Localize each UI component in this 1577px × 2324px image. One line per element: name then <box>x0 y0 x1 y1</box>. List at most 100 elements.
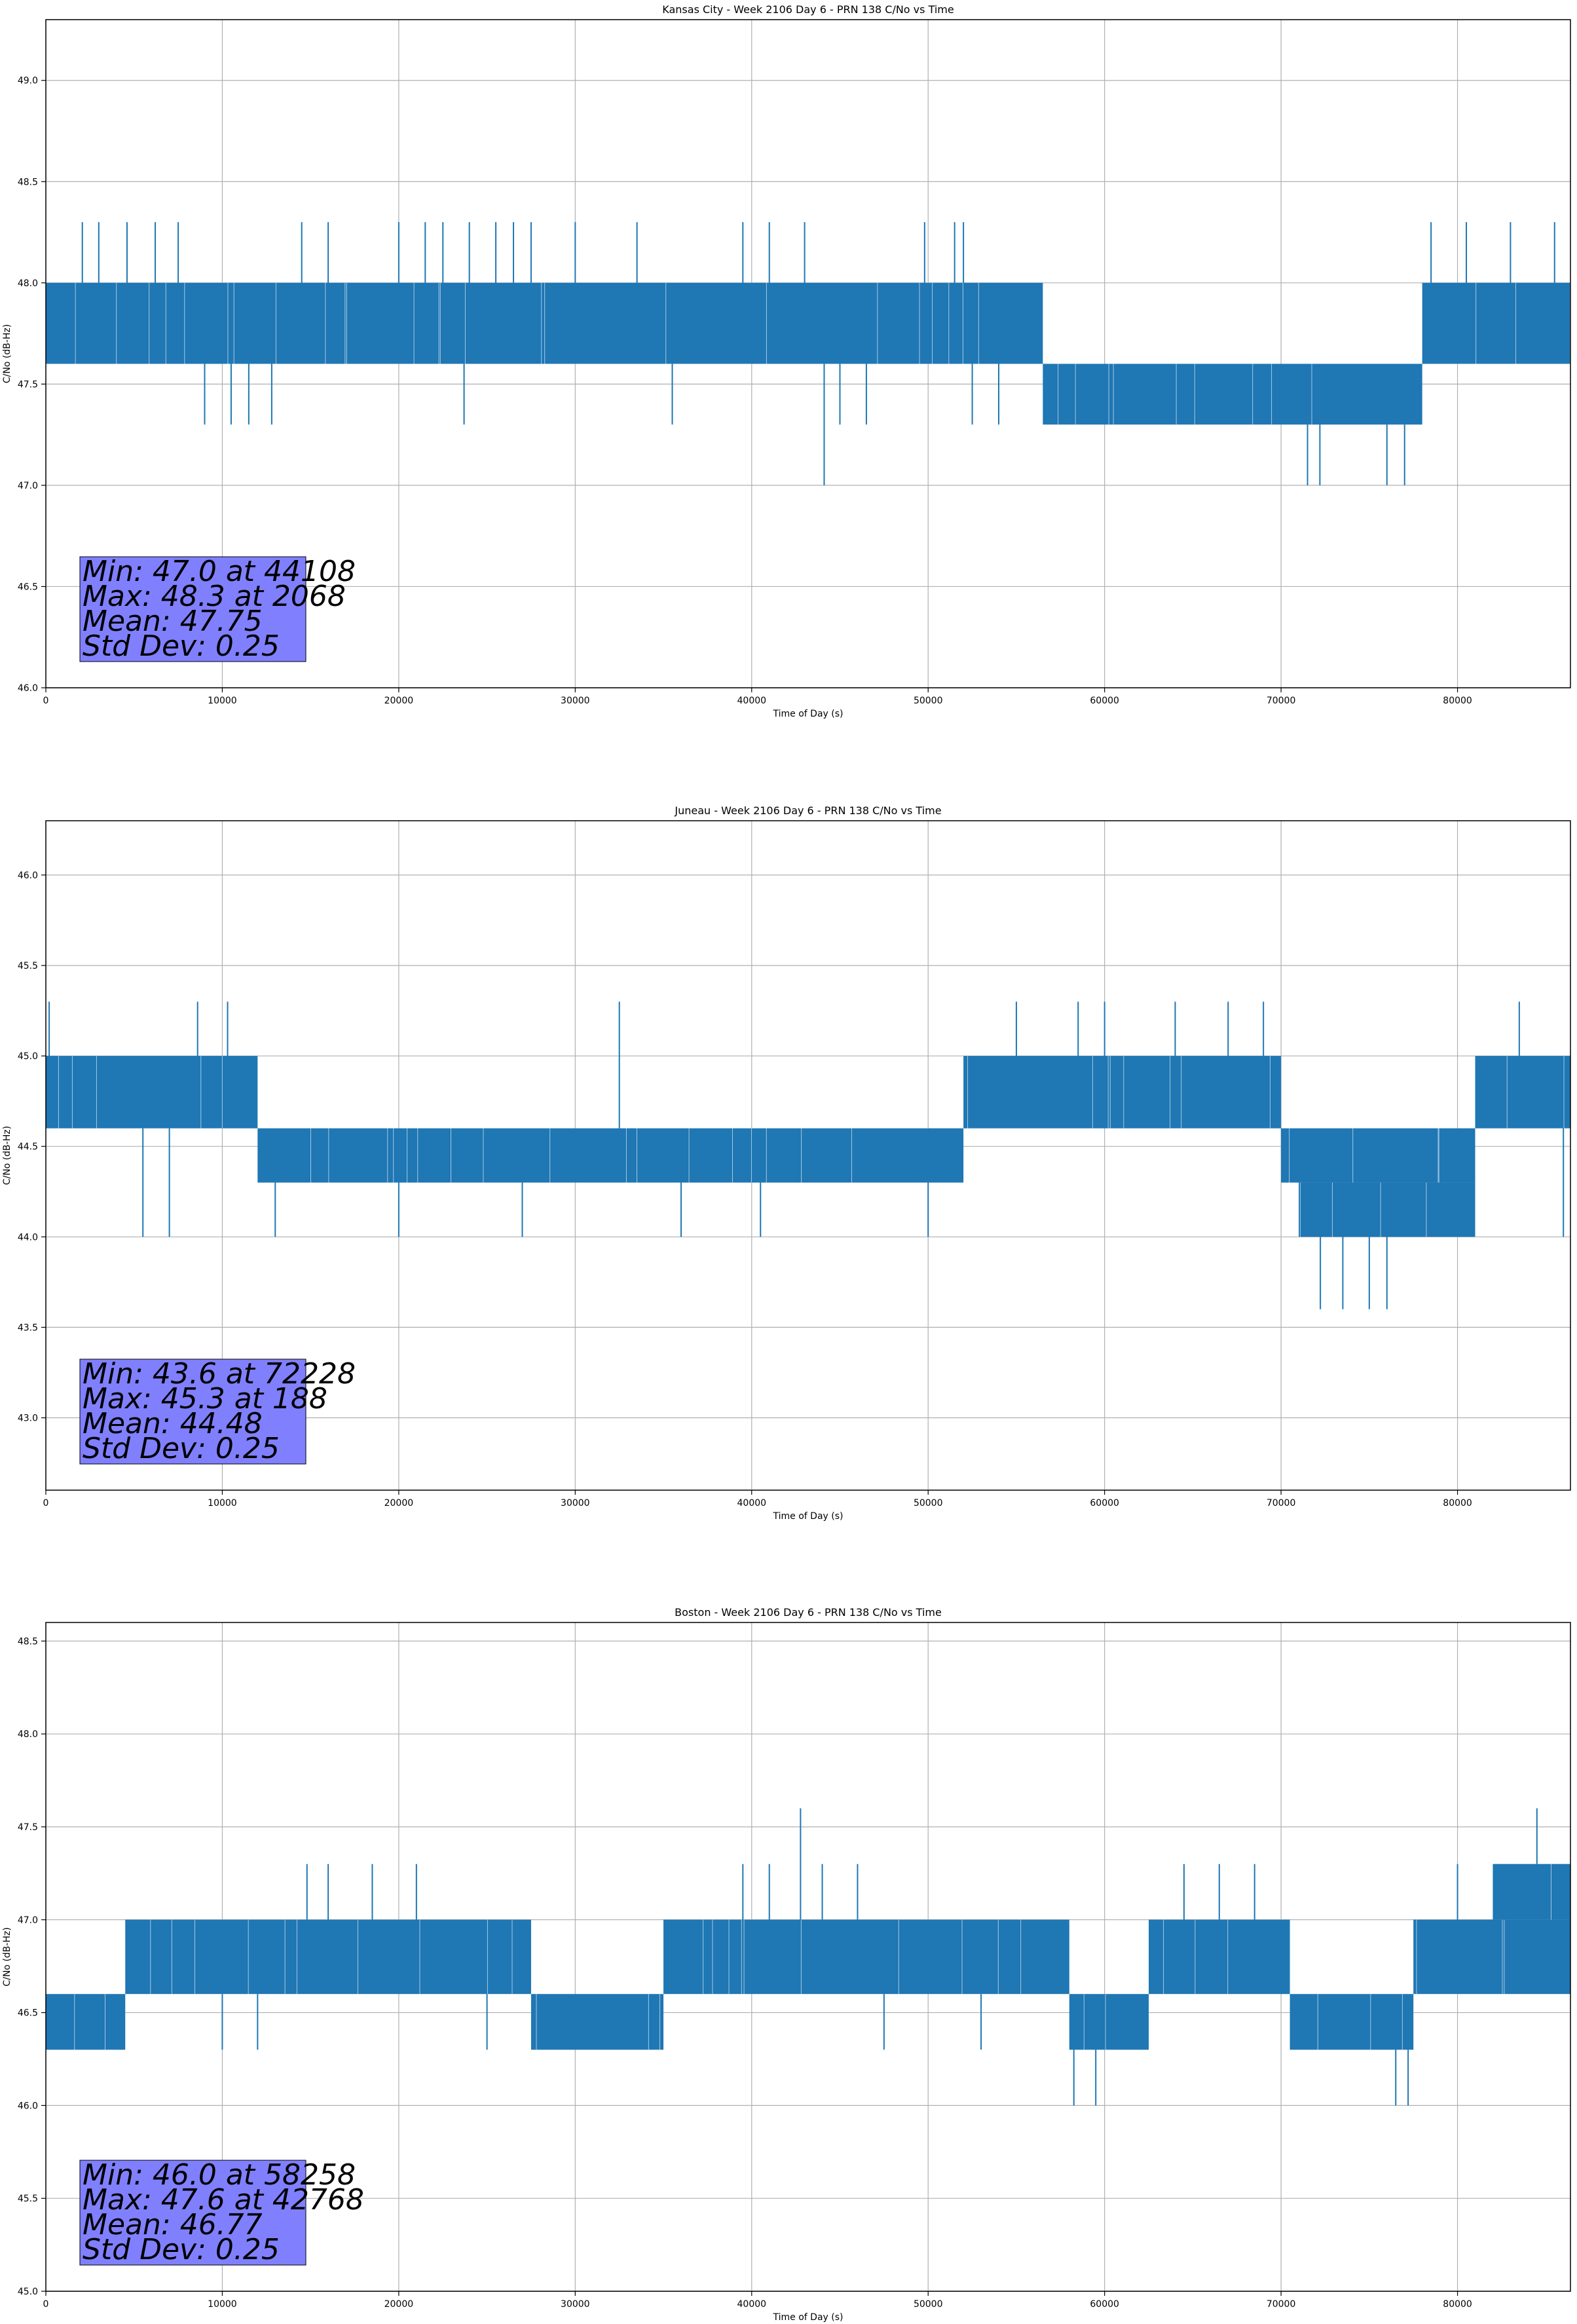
data-band <box>530 1994 664 2050</box>
data-band <box>963 1056 1282 1129</box>
y-axis-label: C/No (dB-Hz) <box>2 1126 12 1185</box>
y-tick-label: 44.0 <box>18 1232 38 1243</box>
data-band <box>46 1994 126 2050</box>
x-axis-label: Time of Day (s) <box>773 2312 844 2323</box>
plot-frame <box>45 19 1571 688</box>
x-tick-label: 50000 <box>914 1498 943 1509</box>
x-tick-label: 30000 <box>561 1498 590 1509</box>
x-tick-label: 70000 <box>1267 696 1296 706</box>
x-tick-label: 70000 <box>1267 2299 1296 2310</box>
y-tick-label: 46.5 <box>18 2008 38 2019</box>
y-tick-label: 45.5 <box>18 961 38 971</box>
data-band <box>125 1919 531 1995</box>
x-tick-label: 40000 <box>737 696 767 706</box>
x-tick-label: 10000 <box>208 1498 237 1509</box>
plot-frame <box>45 820 1571 1491</box>
y-tick-label: 45.5 <box>18 2194 38 2204</box>
x-tick-label: 40000 <box>737 1498 767 1509</box>
x-tick-label: 80000 <box>1443 696 1472 706</box>
stats-line: Max: 45.3 at 188 <box>83 1382 327 1415</box>
stats-line: Mean: 46.77 <box>83 2208 263 2241</box>
y-tick-label: 44.5 <box>18 1142 38 1152</box>
y-tick-label: 45.0 <box>18 1051 38 1062</box>
data-band <box>1299 1182 1475 1237</box>
x-tick-label: 0 <box>43 1498 49 1509</box>
x-tick-label: 80000 <box>1443 2299 1472 2310</box>
y-tick-label: 47.0 <box>18 481 38 491</box>
x-tick-label: 0 <box>43 2299 49 2310</box>
stats-box <box>79 556 306 662</box>
y-tick-label: 47.5 <box>18 1822 38 1833</box>
x-tick-label: 80000 <box>1443 1498 1472 1509</box>
data-band <box>1493 1864 1570 1920</box>
x-tick-label: 0 <box>43 696 49 706</box>
y-tick-label: 47.5 <box>18 379 38 390</box>
plot-frame <box>45 1622 1571 2292</box>
chart-title: Juneau - Week 2106 Day 6 - PRN 138 C/No … <box>674 804 941 817</box>
x-axis-label: Time of Day (s) <box>773 709 844 719</box>
x-tick-label: 60000 <box>1090 696 1119 706</box>
data-band <box>1475 1056 1570 1129</box>
stats-box <box>79 2160 306 2266</box>
data-series <box>46 222 1570 485</box>
data-band <box>257 1128 964 1183</box>
data-band <box>46 1056 258 1129</box>
data-band <box>1281 1128 1475 1183</box>
x-axis-label: Time of Day (s) <box>773 1511 844 1522</box>
chart-title: Kansas City - Week 2106 Day 6 - PRN 138 … <box>662 3 954 16</box>
data-band <box>1069 1994 1149 2050</box>
data-band <box>1422 282 1570 364</box>
y-axis-label: C/No (dB-Hz) <box>2 324 12 383</box>
y-axis-label: C/No (dB-Hz) <box>2 1927 12 1986</box>
x-tick-label: 50000 <box>914 696 943 706</box>
y-tick-label: 43.5 <box>18 1322 38 1333</box>
y-tick-label: 48.0 <box>18 1729 38 1740</box>
stats-line: Mean: 44.48 <box>83 1407 263 1440</box>
y-tick-label: 43.0 <box>18 1414 38 1424</box>
y-tick-label: 46.0 <box>18 2101 38 2111</box>
y-tick-label: 48.0 <box>18 278 38 289</box>
x-tick-label: 20000 <box>384 1498 414 1509</box>
x-tick-label: 10000 <box>208 2299 237 2310</box>
stats-line: Min: 43.6 at 72228 <box>83 1357 356 1391</box>
chart-panel-3: 0 10000 20000 30000 40000 50000 60000 70000 8000… <box>2 1606 1571 2323</box>
y-tick-label: 46.5 <box>18 582 38 592</box>
data-band <box>1413 1919 1570 1995</box>
x-tick-label: 30000 <box>561 2299 590 2310</box>
data-band <box>1149 1919 1290 1995</box>
chart-panel-2: 0 10000 20000 30000 40000 50000 60000 70000 8000… <box>2 804 1571 1522</box>
x-tick-label: 20000 <box>384 696 414 706</box>
data-series <box>46 1808 1570 2106</box>
y-tick-label: 48.5 <box>18 177 38 187</box>
y-tick-label: 48.5 <box>18 1636 38 1647</box>
stats-box <box>79 1359 306 1465</box>
x-tick-label: 40000 <box>737 2299 767 2310</box>
data-band <box>1289 1994 1414 2050</box>
stats-line: Std Dev: 0.25 <box>83 629 280 663</box>
stats-line: Max: 48.3 at 2068 <box>83 580 346 613</box>
y-tick-label: 46.0 <box>18 871 38 881</box>
x-tick-label: 50000 <box>914 2299 943 2310</box>
x-tick-label: 20000 <box>384 2299 414 2310</box>
chart-panel-1: 0 10000 20000 30000 40000 50000 60000 70000 8000… <box>2 3 1571 719</box>
y-tick-label: 49.0 <box>18 76 38 86</box>
y-tick-label: 45.0 <box>18 2287 38 2297</box>
stats-line: Max: 47.6 at 42768 <box>83 2183 364 2217</box>
stats-line: Min: 46.0 at 58258 <box>83 2158 356 2192</box>
data-series <box>46 1002 1570 1309</box>
stats-line: Min: 47.0 at 44108 <box>83 555 356 588</box>
stats-line: Std Dev: 0.25 <box>83 1432 280 1465</box>
x-tick-label: 60000 <box>1090 2299 1119 2310</box>
stats-line: Mean: 47.75 <box>83 605 263 638</box>
stats-line: Std Dev: 0.25 <box>83 2233 280 2266</box>
x-tick-label: 10000 <box>208 696 237 706</box>
data-band <box>1043 364 1422 425</box>
chart-title: Boston - Week 2106 Day 6 - PRN 138 C/No … <box>675 1606 942 1619</box>
x-tick-label: 60000 <box>1090 1498 1119 1509</box>
y-tick-label: 47.0 <box>18 1915 38 1926</box>
y-tick-label: 46.0 <box>18 683 38 694</box>
x-tick-label: 70000 <box>1267 1498 1296 1509</box>
x-tick-label: 30000 <box>561 696 590 706</box>
data-band <box>663 1919 1069 1995</box>
